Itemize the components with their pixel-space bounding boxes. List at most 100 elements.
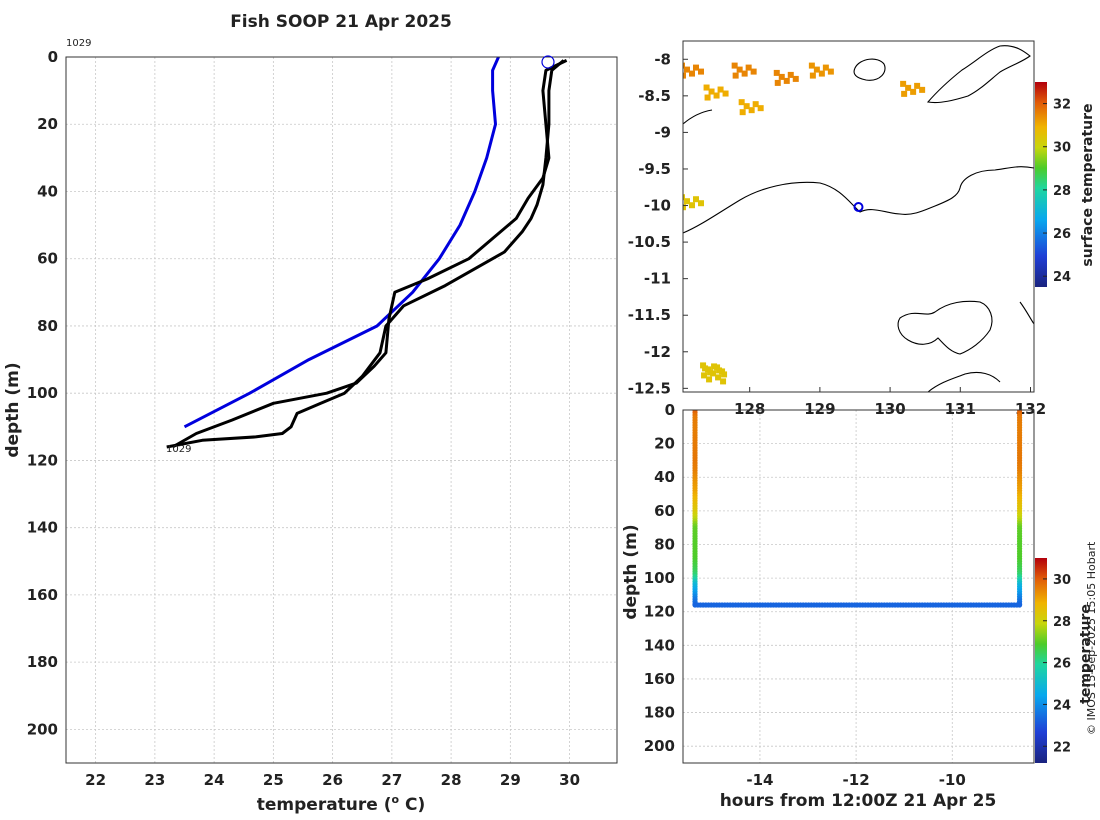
section-ticks: -14 -12 -10 0 20 40 60 80 100 120 140 160 180 200 bbox=[644, 401, 966, 789]
sst-pixel bbox=[701, 372, 708, 379]
map-y-tick-label: -8.5 bbox=[638, 87, 671, 105]
x-tick-label: 22 bbox=[85, 771, 106, 789]
sst-pixel bbox=[708, 88, 715, 95]
sst-pixel bbox=[741, 70, 748, 77]
station-label-bottom: 1029 bbox=[166, 444, 191, 455]
map-y-tick-label: -10 bbox=[644, 197, 671, 215]
temperature-colorbar-ticks: 22 24 26 28 30 bbox=[1043, 573, 1071, 755]
y-tick-label: 160 bbox=[27, 586, 58, 604]
colorbar-tick-label: 30 bbox=[1053, 141, 1071, 156]
y-tick-label: 100 bbox=[27, 384, 58, 402]
sst-pixel bbox=[715, 374, 722, 381]
colorbar-tick-label: 32 bbox=[1053, 98, 1071, 113]
map-x-tick-label: 131 bbox=[945, 400, 976, 418]
sst-pixel bbox=[711, 363, 718, 370]
sst-pixel bbox=[808, 62, 815, 69]
colorbar-tick-label: 28 bbox=[1053, 184, 1071, 199]
station-marker bbox=[853, 201, 864, 212]
sst-pixel bbox=[774, 79, 781, 86]
map-y-tick-label: -12 bbox=[644, 343, 671, 361]
sst-pixel bbox=[822, 64, 829, 71]
section-y-tick-label: 80 bbox=[654, 535, 675, 553]
y-tick-label: 120 bbox=[27, 451, 58, 469]
sst-pixel bbox=[914, 82, 921, 89]
map-y-tick-label: -12.5 bbox=[628, 379, 671, 397]
map-x-tick-label: 129 bbox=[804, 400, 835, 418]
profile-lines bbox=[166, 57, 568, 449]
sst-pixel bbox=[783, 77, 790, 84]
profile-x-axis-label: temperature (o C) bbox=[257, 793, 426, 815]
sst-pixel bbox=[698, 68, 704, 75]
sst-pixel bbox=[689, 70, 695, 77]
map-x-tick-label: 130 bbox=[874, 400, 905, 418]
coastline-islands-west bbox=[683, 109, 713, 125]
sst-colorbar-label: surface temperature bbox=[1080, 103, 1096, 266]
y-tick-label: 200 bbox=[27, 720, 58, 738]
y-tick-label: 0 bbox=[48, 48, 58, 66]
copyright-text: © IMOS 15-Sep-2025 15:05 Hobart bbox=[1085, 541, 1098, 735]
sst-pixel bbox=[716, 367, 723, 374]
x-tick-label: 25 bbox=[263, 771, 284, 789]
x-tick-label: 26 bbox=[322, 771, 343, 789]
sst-pixel bbox=[684, 198, 690, 205]
surface-start-marker bbox=[541, 55, 555, 69]
sst-pixel bbox=[683, 62, 685, 69]
y-tick-label: 80 bbox=[37, 317, 58, 335]
section-y-tick-label: 200 bbox=[644, 737, 675, 755]
sst-pixel bbox=[713, 92, 720, 99]
sst-pixel bbox=[752, 101, 759, 108]
sst-pixel bbox=[757, 105, 764, 112]
section-x-tick-label: -10 bbox=[939, 771, 966, 789]
coastline-island-b bbox=[926, 45, 1031, 104]
sst-pixel bbox=[703, 84, 710, 91]
coastline-timor bbox=[683, 166, 1034, 234]
profile-y-axis-label: depth (m) bbox=[3, 362, 23, 457]
sst-pixel bbox=[683, 194, 685, 201]
y-tick-label: 40 bbox=[37, 182, 58, 200]
sst-pixel bbox=[684, 66, 690, 73]
section-y-tick-label: 0 bbox=[665, 401, 675, 419]
sst-pixel bbox=[693, 196, 699, 203]
colorbar-tick-label: 28 bbox=[1053, 615, 1071, 630]
y-tick-label: 60 bbox=[37, 250, 58, 268]
sst-pixel bbox=[809, 72, 816, 79]
temperature-colorbar bbox=[1035, 558, 1047, 763]
sst-pixel bbox=[707, 369, 714, 376]
section-x-tick-label: -12 bbox=[843, 771, 870, 789]
sst-pixel bbox=[787, 71, 794, 78]
y-tick-label: 20 bbox=[37, 115, 58, 133]
sst-pixel bbox=[683, 72, 686, 79]
sst-pixel bbox=[900, 80, 907, 87]
map-y-tick-label: -11.5 bbox=[628, 306, 671, 324]
sst-patches bbox=[683, 62, 926, 385]
map-y-tick-label: -8 bbox=[654, 50, 671, 68]
x-tick-label: 30 bbox=[559, 771, 580, 789]
sst-pixel bbox=[706, 376, 713, 383]
coastlines bbox=[683, 45, 1034, 392]
section-x-axis-label: hours from 12:00Z 21 Apr 25 bbox=[720, 791, 997, 811]
coastline-island-c bbox=[897, 300, 993, 355]
coastline-island-a bbox=[853, 58, 886, 81]
profile-ticks: 22 23 24 25 26 27 28 29 30 0 20 40 60 80 100 120 140 160 1… bbox=[27, 48, 580, 789]
colorbar-tick-label: 30 bbox=[1053, 573, 1071, 588]
sst-pixel bbox=[717, 86, 724, 93]
sst-pixel bbox=[702, 365, 709, 372]
section-y-tick-label: 40 bbox=[654, 468, 675, 486]
sst-pixel bbox=[731, 62, 738, 69]
colorbar-tick-label: 26 bbox=[1053, 657, 1071, 672]
sst-pixel bbox=[773, 69, 780, 76]
coastline-east bbox=[1019, 301, 1034, 325]
map-y-tick-label: -11 bbox=[644, 270, 671, 288]
sst-pixel bbox=[721, 371, 728, 378]
colorbar-tick-label: 26 bbox=[1053, 227, 1071, 242]
section-points bbox=[692, 410, 1023, 608]
sst-pixel bbox=[827, 68, 834, 75]
profile-grid bbox=[66, 56, 617, 763]
sst-pixel bbox=[919, 86, 926, 93]
section-y-tick-label: 60 bbox=[654, 502, 675, 520]
sst-pixel bbox=[739, 109, 746, 116]
sst-pixel bbox=[720, 378, 727, 385]
section-y-tick-label: 160 bbox=[644, 670, 675, 688]
sst-pixel bbox=[683, 204, 686, 211]
sst-pixel bbox=[693, 64, 699, 71]
